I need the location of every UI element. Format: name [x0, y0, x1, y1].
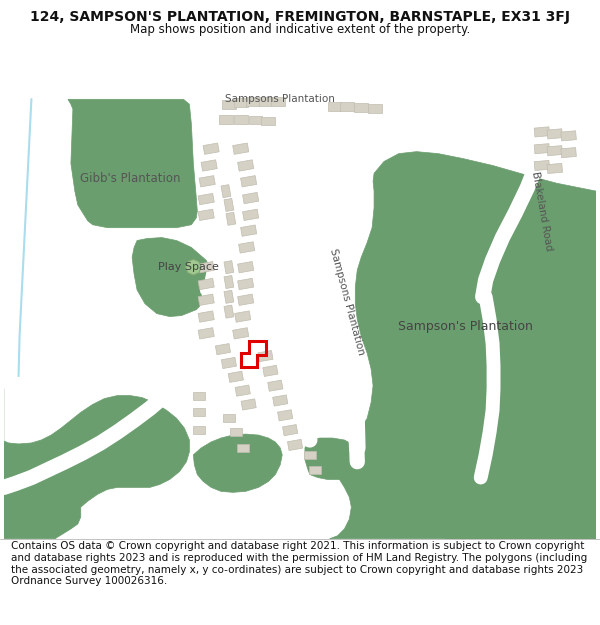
Bar: [198, 328, 214, 339]
Bar: [547, 163, 563, 174]
Bar: [224, 261, 234, 274]
Text: Blakeland Road: Blakeland Road: [530, 171, 554, 251]
Polygon shape: [305, 438, 363, 479]
Bar: [268, 380, 283, 391]
Bar: [241, 225, 257, 236]
Bar: [193, 408, 205, 416]
Text: Gibb's Plantation: Gibb's Plantation: [80, 172, 181, 185]
Bar: [193, 392, 205, 399]
Bar: [221, 357, 236, 369]
Polygon shape: [68, 99, 197, 228]
Bar: [193, 426, 205, 434]
Bar: [235, 311, 251, 322]
Bar: [271, 97, 285, 106]
Polygon shape: [329, 469, 596, 539]
Bar: [248, 116, 262, 124]
Bar: [228, 371, 244, 382]
Bar: [241, 176, 257, 187]
Polygon shape: [355, 152, 596, 539]
Text: Sampsons Plantation: Sampsons Plantation: [226, 94, 335, 104]
Text: Sampsons Plantation: Sampsons Plantation: [328, 248, 367, 356]
Bar: [245, 97, 260, 106]
Text: Contains OS data © Crown copyright and database right 2021. This information is : Contains OS data © Crown copyright and d…: [11, 541, 587, 586]
Bar: [221, 184, 231, 198]
Bar: [203, 143, 219, 154]
Bar: [230, 428, 242, 436]
Bar: [287, 439, 302, 451]
Bar: [561, 148, 577, 158]
Bar: [238, 278, 254, 289]
Bar: [309, 466, 321, 474]
Bar: [238, 160, 254, 171]
Bar: [534, 144, 550, 154]
Polygon shape: [193, 434, 282, 492]
Bar: [263, 365, 278, 376]
Bar: [223, 414, 235, 422]
Bar: [198, 311, 214, 322]
Bar: [241, 399, 256, 410]
Bar: [242, 192, 259, 204]
Polygon shape: [4, 389, 190, 539]
Text: 124, SAMPSON'S PLANTATION, FREMINGTON, BARNSTAPLE, EX31 3FJ: 124, SAMPSON'S PLANTATION, FREMINGTON, B…: [30, 10, 570, 24]
Text: Map shows position and indicative extent of the property.: Map shows position and indicative extent…: [130, 23, 470, 36]
Text: Play Space: Play Space: [158, 262, 219, 272]
Bar: [224, 290, 234, 303]
Bar: [215, 344, 230, 355]
Bar: [238, 294, 254, 306]
Bar: [547, 146, 563, 156]
Bar: [234, 98, 248, 107]
Bar: [226, 213, 236, 226]
Bar: [258, 351, 273, 362]
Bar: [219, 114, 233, 124]
Bar: [355, 102, 368, 112]
Bar: [234, 114, 248, 124]
Bar: [198, 261, 214, 273]
Bar: [224, 199, 234, 211]
Polygon shape: [185, 259, 201, 275]
Bar: [259, 97, 272, 106]
Bar: [278, 410, 293, 421]
Bar: [222, 100, 236, 109]
Bar: [198, 193, 214, 205]
Bar: [198, 294, 214, 306]
Bar: [235, 385, 250, 396]
Bar: [198, 209, 214, 221]
Bar: [224, 305, 234, 318]
Bar: [272, 395, 288, 406]
Text: Sampson's Plantation: Sampson's Plantation: [398, 320, 533, 333]
Polygon shape: [132, 238, 211, 316]
Bar: [547, 129, 563, 139]
Bar: [233, 328, 249, 339]
Bar: [368, 104, 382, 112]
Bar: [237, 444, 248, 452]
Bar: [283, 424, 298, 436]
Bar: [238, 261, 254, 273]
Bar: [340, 102, 355, 111]
Bar: [239, 242, 255, 253]
Bar: [242, 209, 259, 221]
Bar: [262, 117, 275, 126]
Bar: [199, 176, 215, 187]
Bar: [561, 131, 577, 141]
Bar: [534, 161, 550, 171]
Bar: [304, 451, 316, 459]
Bar: [198, 278, 214, 289]
Bar: [328, 102, 341, 111]
Bar: [201, 160, 217, 171]
Bar: [233, 143, 249, 154]
Bar: [534, 127, 550, 137]
Bar: [224, 276, 234, 289]
